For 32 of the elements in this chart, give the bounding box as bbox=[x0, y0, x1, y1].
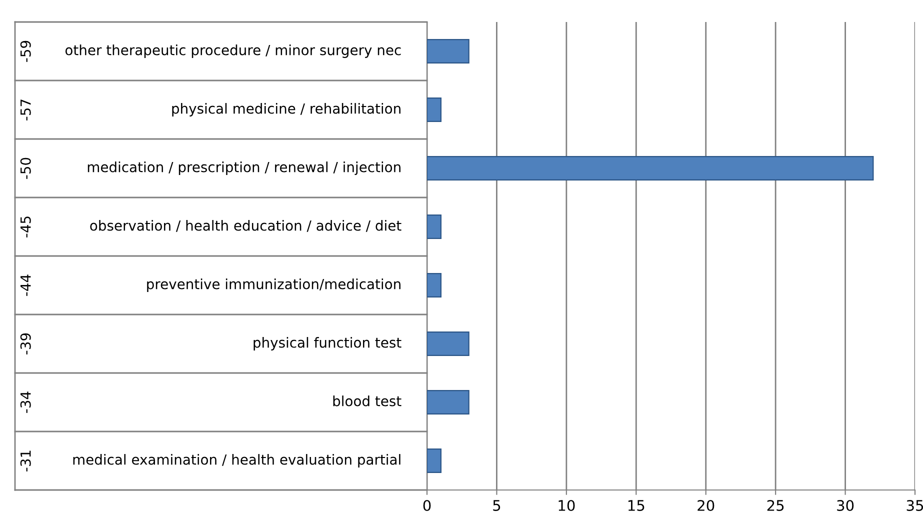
y-tick-label: preventive immunization/medication bbox=[147, 278, 400, 292]
y-tick-label: physical medicine / rehabilitation bbox=[172, 103, 400, 116]
x-tick-label: 10 bbox=[558, 500, 575, 512]
bar bbox=[427, 156, 874, 181]
y-tick-label: medical examination / health evaluation partial bbox=[73, 454, 400, 468]
text: -31 bbox=[20, 450, 31, 472]
x-tick-label: 25 bbox=[767, 500, 784, 512]
bar bbox=[427, 38, 470, 64]
y-tick-label: physical function test bbox=[254, 337, 402, 350]
y-tick-label: medication / prescription / renewal / injection bbox=[88, 162, 400, 175]
bar bbox=[427, 390, 470, 415]
text: -59 bbox=[20, 40, 31, 62]
y-tick-label: blood test bbox=[333, 396, 402, 406]
x-tick-label: 20 bbox=[698, 500, 714, 512]
x-tick-label: 35 bbox=[906, 500, 923, 512]
text: -57 bbox=[20, 100, 31, 120]
text: -39 bbox=[20, 333, 31, 354]
text: -45 bbox=[20, 216, 31, 238]
text: -50 bbox=[20, 158, 31, 179]
x-tick-label: 15 bbox=[628, 500, 644, 512]
bar bbox=[427, 214, 442, 240]
x-tick-label: 30 bbox=[837, 500, 854, 512]
y-tick-label: other therapeutic procedure / minor surgery nec bbox=[65, 44, 401, 58]
y-tick-label: observation / health education / advice / diet bbox=[90, 220, 402, 232]
bar bbox=[427, 97, 442, 122]
x-tick-label: 0 bbox=[423, 500, 431, 512]
bar bbox=[427, 448, 442, 474]
bar bbox=[427, 331, 470, 356]
bar bbox=[427, 272, 442, 298]
text: -44 bbox=[20, 274, 31, 296]
x-tick-label: 5 bbox=[493, 500, 500, 512]
text: -34 bbox=[20, 392, 31, 413]
